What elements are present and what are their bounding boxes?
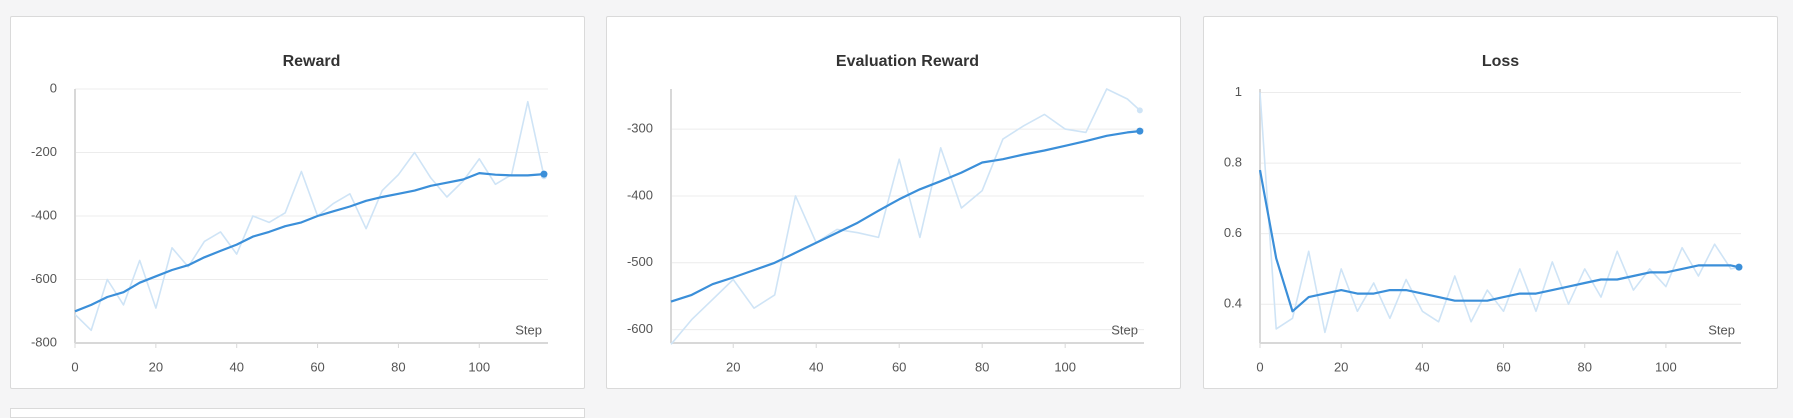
x-tick-label: 40 bbox=[229, 359, 243, 374]
y-tick-label: -500 bbox=[627, 254, 653, 269]
x-axis-label: Step bbox=[1111, 322, 1138, 337]
x-tick-label: 100 bbox=[468, 359, 490, 374]
x-axis-label: Step bbox=[1708, 322, 1735, 337]
y-tick-label: -200 bbox=[31, 144, 57, 159]
chart: Reward -800 -600 -400 -200 0 0 20 40 60 80 100 Step bbox=[31, 53, 548, 374]
x-tick-label: 80 bbox=[391, 359, 405, 374]
y-tick-label: -600 bbox=[31, 271, 57, 286]
x-tick-label: 0 bbox=[1256, 359, 1263, 374]
x-tick-label: 60 bbox=[892, 359, 906, 374]
x-tick-label: 20 bbox=[149, 359, 163, 374]
y-tick-label: 0.4 bbox=[1224, 296, 1242, 311]
x-tick-label: 80 bbox=[975, 359, 989, 374]
x-tick-label: 20 bbox=[726, 359, 740, 374]
series-line bbox=[670, 130, 1141, 303]
y-tick-label: -400 bbox=[31, 207, 57, 222]
end-point bbox=[540, 170, 548, 178]
x-tick-label: 80 bbox=[1577, 359, 1591, 374]
panel-edge bbox=[10, 408, 585, 418]
end-point bbox=[1735, 263, 1743, 271]
x-tick-label: 40 bbox=[1415, 359, 1429, 374]
series-line bbox=[1258, 169, 1740, 313]
series-line bbox=[1259, 92, 1740, 334]
y-tick-label: 0.8 bbox=[1224, 155, 1242, 170]
series-line bbox=[670, 88, 1141, 345]
y-tick-label: -800 bbox=[31, 334, 57, 349]
y-tick-label: 1 bbox=[1235, 84, 1242, 99]
x-tick-label: 100 bbox=[1655, 359, 1677, 374]
x-tick-label: 60 bbox=[1496, 359, 1510, 374]
chart: Evaluation Reward -600 -500 -400 -300 20 40 60 8… bbox=[627, 53, 1144, 374]
chart-panel: Evaluation Reward -600 -500 -400 -300 20 40 60 8… bbox=[606, 16, 1181, 389]
x-tick-label: 60 bbox=[310, 359, 324, 374]
y-tick-label: 0 bbox=[50, 80, 57, 95]
x-tick-label: 100 bbox=[1054, 359, 1076, 374]
x-axis-label: Step bbox=[515, 322, 542, 337]
y-tick-label: -300 bbox=[627, 121, 653, 136]
y-tick-label: -600 bbox=[627, 321, 653, 336]
end-point bbox=[1136, 107, 1143, 114]
chart: Loss 0.4 0.6 0.8 1 0 20 40 60 80 100 Step bbox=[1224, 53, 1743, 374]
x-tick-label: 40 bbox=[809, 359, 823, 374]
y-tick-label: -400 bbox=[627, 187, 653, 202]
chart-title: Evaluation Reward bbox=[836, 53, 979, 70]
y-tick-label: 0.6 bbox=[1224, 225, 1242, 240]
x-tick-label: 20 bbox=[1334, 359, 1348, 374]
end-point bbox=[1136, 127, 1144, 135]
chart-panel: Reward -800 -600 -400 -200 0 0 20 40 60 80 100 Step bbox=[10, 16, 585, 389]
x-tick-label: 0 bbox=[71, 359, 78, 374]
chart-title: Loss bbox=[1482, 53, 1519, 70]
chart-title: Reward bbox=[283, 53, 341, 70]
series-line bbox=[74, 172, 545, 313]
chart-panel: Loss 0.4 0.6 0.8 1 0 20 40 60 80 100 Step bbox=[1203, 16, 1778, 389]
